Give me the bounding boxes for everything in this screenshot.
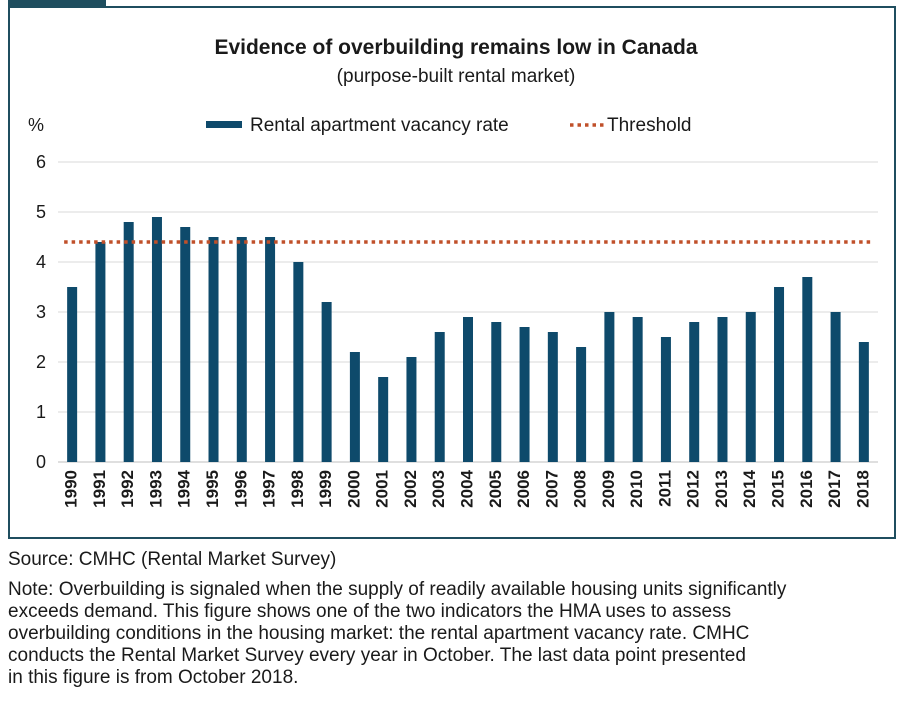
bar-1992 <box>123 222 134 462</box>
x-tick-label: 1995 <box>203 470 222 508</box>
y-tick-label: 4 <box>36 252 46 272</box>
x-tick-label: 2003 <box>429 470 448 508</box>
bar-2017 <box>830 312 841 462</box>
chart-subtitle: (purpose-built rental market) <box>337 66 576 87</box>
bar-1991 <box>95 242 106 462</box>
source-text: Source: CMHC (Rental Market Survey) <box>8 549 337 570</box>
x-tick-label: 2015 <box>769 470 788 508</box>
x-tick-label: 1994 <box>175 469 194 507</box>
legend-label-threshold: Threshold <box>607 115 692 136</box>
bar-1996 <box>236 237 247 462</box>
bar-1995 <box>208 237 219 462</box>
x-tick-label: 1998 <box>288 470 307 508</box>
chart-svg: Evidence of overbuilding remains low in … <box>28 36 878 508</box>
bar-1993 <box>151 217 162 462</box>
x-tick-label: 2004 <box>457 469 476 507</box>
bar-2004 <box>463 317 473 462</box>
note-line: conducts the Rental Market Survey every … <box>8 645 746 666</box>
x-tick-label: 1997 <box>260 470 279 508</box>
note-line: Note: Overbuilding is signaled when the … <box>8 579 787 600</box>
x-tick-label: 1999 <box>316 470 335 508</box>
x-tick-label: 1993 <box>146 470 165 508</box>
x-tick-labels: 1990 1991 1992 1993 1994 1995 1996 1997 1998 1999… <box>62 469 873 507</box>
bar-2003 <box>434 332 445 462</box>
bar-2018 <box>858 342 869 462</box>
bar-2001 <box>378 377 389 462</box>
legend: Rental apartment vacancy rate Threshold <box>206 115 692 136</box>
chart-title: Evidence of overbuilding remains low in … <box>214 36 697 59</box>
y-tick-label: 5 <box>36 202 46 222</box>
bar-2009 <box>604 312 615 462</box>
legend-label-vacancy: Rental apartment vacancy rate <box>250 115 509 136</box>
bar-2000 <box>349 352 360 462</box>
x-tick-label: 2005 <box>486 470 505 508</box>
x-tick-label: 2016 <box>797 470 816 508</box>
x-tick-label: 2011 <box>655 470 674 507</box>
bar-2012 <box>689 322 700 462</box>
bar-1990 <box>67 287 78 462</box>
legend-swatch-vacancy <box>206 121 242 128</box>
y-tick-label: 1 <box>36 402 46 422</box>
bar-2015 <box>774 287 785 462</box>
x-tick-label: 2012 <box>684 470 703 508</box>
x-tick-label: 2001 <box>373 470 392 508</box>
bar-1994 <box>180 227 191 462</box>
bar-2005 <box>491 322 502 462</box>
bar-2016 <box>802 277 813 462</box>
x-tick-label: 2008 <box>571 470 590 508</box>
bar-1998 <box>293 262 304 462</box>
x-tick-label: 2006 <box>514 470 533 508</box>
x-tick-label: 2002 <box>401 470 420 508</box>
note-line: in this figure is from October 2018. <box>8 667 299 688</box>
x-tick-label: 1992 <box>118 470 137 508</box>
x-tick-label: 1990 <box>62 470 81 508</box>
x-tick-label: 2000 <box>344 470 363 508</box>
y-tick-label: 2 <box>36 352 46 372</box>
y-tick-label: 6 <box>36 152 46 172</box>
y-tick-label: 0 <box>36 452 46 472</box>
x-tick-label: 2018 <box>853 470 872 508</box>
x-tick-label: 1991 <box>90 470 109 508</box>
bar-2011 <box>660 337 671 462</box>
bar-1999 <box>321 302 332 462</box>
x-tick-label: 2010 <box>627 470 646 508</box>
bar-2008 <box>576 347 587 462</box>
x-tick-label: 2007 <box>542 470 561 508</box>
x-tick-label: 2009 <box>599 470 618 508</box>
note-line: overbuilding conditions in the housing m… <box>8 623 750 644</box>
bars <box>67 217 869 462</box>
note-text: Note: Overbuilding is signaled when the … <box>8 579 888 689</box>
x-tick-label: 2013 <box>712 470 731 508</box>
x-tick-label: 2014 <box>740 469 759 507</box>
bar-2013 <box>717 317 728 462</box>
bar-1997 <box>265 237 276 462</box>
x-tick-label: 1996 <box>231 470 250 508</box>
y-tick-label: 3 <box>36 302 46 322</box>
chart-frame: Evidence of overbuilding remains low in … <box>8 6 896 539</box>
y-tick-labels: 0 1 2 3 4 5 6 <box>36 152 46 472</box>
x-tick-label: 2017 <box>825 470 844 508</box>
bar-2007 <box>547 332 558 462</box>
bar-2010 <box>632 317 643 462</box>
note-line: exceeds demand. This figure shows one of… <box>8 601 732 622</box>
header-tab <box>8 0 106 6</box>
bar-2006 <box>519 327 530 462</box>
y-axis-label: % <box>28 115 44 135</box>
bar-2002 <box>406 357 417 462</box>
bar-2014 <box>745 312 756 462</box>
gridlines <box>58 161 878 463</box>
